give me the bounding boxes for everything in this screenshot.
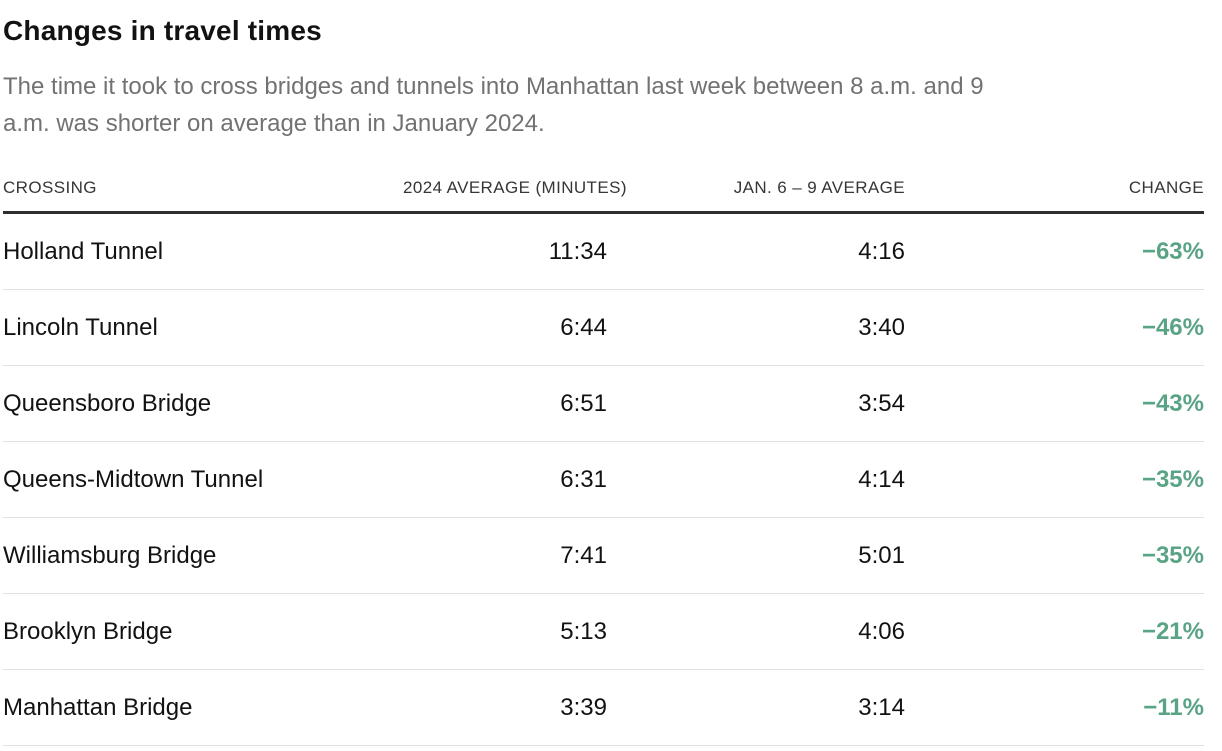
change-cell: −63%	[905, 212, 1204, 290]
crossing-cell: Holland Tunnel	[3, 212, 403, 290]
crossing-cell: Queens-Midtown Tunnel	[3, 441, 403, 518]
jan-6-9-avg-cell: 4:06	[607, 593, 905, 670]
avg-2024-cell: 6:31	[403, 441, 607, 518]
table-header: CROSSING 2024 AVERAGE (MINUTES) JAN. 6 –…	[3, 178, 1204, 214]
table-row: Manhattan Bridge 3:39 3:14 −11%	[3, 669, 1204, 746]
jan-6-9-avg-cell: 5:01	[607, 517, 905, 594]
avg-2024-cell: 7:41	[403, 517, 607, 594]
column-header-jan-6-9-average: JAN. 6 – 9 AVERAGE	[607, 178, 905, 214]
change-cell: −21%	[905, 593, 1204, 670]
avg-2024-cell: 5:13	[403, 593, 607, 670]
page-title: Changes in travel times	[3, 15, 322, 46]
table-row: Queens-Midtown Tunnel 6:31 4:14 −35%	[3, 441, 1204, 518]
table-row: Holland Tunnel 11:34 4:16 −63%	[3, 212, 1204, 290]
change-cell: −11%	[905, 669, 1204, 746]
travel-times-card: Changes in travel times The time it took…	[3, 15, 1204, 746]
subtitle: The time it took to cross bridges and tu…	[3, 68, 1204, 142]
avg-2024-cell: 6:51	[403, 365, 607, 442]
travel-times-table: CROSSING 2024 AVERAGE (MINUTES) JAN. 6 –…	[3, 178, 1204, 746]
crossing-cell: Queensboro Bridge	[3, 365, 403, 442]
table-body: Holland Tunnel 11:34 4:16 −63% Lincoln Tunne…	[3, 212, 1204, 746]
change-cell: −43%	[905, 365, 1204, 442]
table-header-row: CROSSING 2024 AVERAGE (MINUTES) JAN. 6 –…	[3, 178, 1204, 214]
jan-6-9-avg-cell: 4:14	[607, 441, 905, 518]
table-row: Lincoln Tunnel 6:44 3:40 −46%	[3, 289, 1204, 366]
change-cell: −35%	[905, 517, 1204, 594]
column-header-change: CHANGE	[905, 178, 1204, 214]
jan-6-9-avg-cell: 4:16	[607, 212, 905, 290]
jan-6-9-avg-cell: 3:14	[607, 669, 905, 746]
column-header-crossing: CROSSING	[3, 178, 403, 214]
change-cell: −46%	[905, 289, 1204, 366]
avg-2024-cell: 11:34	[403, 212, 607, 290]
table-row: Williamsburg Bridge 7:41 5:01 −35%	[3, 517, 1204, 594]
jan-6-9-avg-cell: 3:54	[607, 365, 905, 442]
subtitle-line-2: a.m. was shorter on average than in Janu…	[3, 110, 545, 137]
crossing-cell: Lincoln Tunnel	[3, 289, 403, 366]
subtitle-line-1: The time it took to cross bridges and tu…	[3, 73, 984, 100]
change-cell: −35%	[905, 441, 1204, 518]
crossing-cell: Williamsburg Bridge	[3, 517, 403, 594]
avg-2024-cell: 3:39	[403, 669, 607, 746]
table-row: Queensboro Bridge 6:51 3:54 −43%	[3, 365, 1204, 442]
crossing-cell: Manhattan Bridge	[3, 669, 403, 746]
avg-2024-cell: 6:44	[403, 289, 607, 366]
crossing-cell: Brooklyn Bridge	[3, 593, 403, 670]
column-header-2024-average: 2024 AVERAGE (MINUTES)	[403, 178, 626, 214]
table-row: Brooklyn Bridge 5:13 4:06 −21%	[3, 593, 1204, 670]
jan-6-9-avg-cell: 3:40	[607, 289, 905, 366]
